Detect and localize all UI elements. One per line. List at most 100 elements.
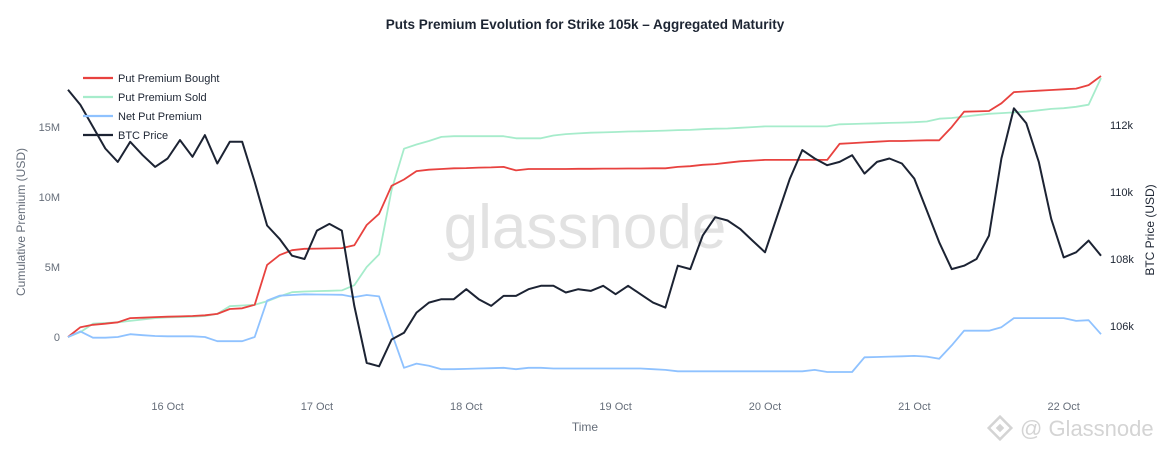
data-point <box>291 255 293 257</box>
data-point <box>129 333 131 335</box>
data-point <box>92 126 94 128</box>
data-point <box>1038 161 1040 163</box>
series-btc-price <box>67 89 1102 368</box>
data-point <box>677 166 679 168</box>
binance-logo-icon <box>986 414 1014 442</box>
legend-label: Put Premium Bought <box>118 73 220 85</box>
data-point <box>279 238 281 240</box>
chart-title: Puts Premium Evolution for Strike 105k –… <box>386 17 785 32</box>
data-point <box>689 129 691 131</box>
data-point <box>490 305 492 307</box>
left-tick-label: 10M <box>39 192 60 204</box>
legend-label: BTC Price <box>118 130 168 142</box>
data-point <box>1050 89 1052 91</box>
data-point <box>229 305 231 307</box>
x-axis-title: Time <box>572 420 599 434</box>
data-point <box>938 140 940 142</box>
data-point <box>727 162 729 164</box>
data-point <box>80 104 82 106</box>
data-point <box>490 135 492 137</box>
data-point <box>167 336 169 338</box>
data-point <box>739 371 741 373</box>
data-point <box>814 369 816 371</box>
legend-item-btc-price[interactable]: BTC Price <box>83 130 168 142</box>
data-point <box>105 148 107 150</box>
data-point <box>1088 84 1090 86</box>
data-point <box>553 168 555 170</box>
data-point <box>453 168 455 170</box>
data-point <box>316 230 318 232</box>
legend-item-net-put-premium[interactable]: Net Put Premium <box>83 111 202 123</box>
data-point <box>241 141 243 143</box>
data-point <box>764 159 766 161</box>
data-point <box>889 140 891 142</box>
data-point <box>988 235 990 237</box>
data-point <box>1013 91 1015 93</box>
data-point <box>254 181 256 183</box>
data-point <box>553 285 555 287</box>
data-point <box>590 368 592 370</box>
data-point <box>353 305 355 307</box>
data-point <box>316 290 318 292</box>
legend-item-put-premium-bought[interactable]: Put Premium Bought <box>83 73 220 85</box>
data-point <box>117 161 119 163</box>
data-point <box>515 137 517 139</box>
data-point <box>826 164 828 166</box>
data-point <box>652 168 654 170</box>
data-point <box>602 368 604 370</box>
data-point <box>129 320 131 322</box>
data-point <box>926 210 928 212</box>
watermark: glassnode <box>444 193 727 262</box>
data-point <box>677 129 679 131</box>
data-point <box>577 168 579 170</box>
data-point <box>802 126 804 128</box>
x-tick-label: 21 Oct <box>898 401 930 413</box>
data-point <box>951 117 953 119</box>
data-point <box>142 334 144 336</box>
data-point <box>1013 107 1015 109</box>
data-point <box>602 168 604 170</box>
data-point <box>1100 333 1102 335</box>
left-tick-label: 15M <box>39 122 60 134</box>
data-point <box>453 298 455 300</box>
data-point <box>329 248 331 250</box>
x-tick-label: 20 Oct <box>749 401 781 413</box>
series-line-net-put-premium <box>67 293 1102 373</box>
data-point <box>1026 317 1028 319</box>
data-point <box>378 213 380 215</box>
legend-item-put-premium-sold[interactable]: Put Premium Sold <box>83 92 207 104</box>
data-point <box>453 135 455 137</box>
data-point <box>341 230 343 232</box>
corner-watermark: @ Glassnode <box>986 414 1154 442</box>
data-point <box>627 131 629 133</box>
data-point <box>1050 218 1052 220</box>
data-point <box>1001 102 1003 104</box>
series-layer <box>67 75 1102 373</box>
data-point <box>217 163 219 165</box>
data-point <box>652 130 654 132</box>
data-point <box>142 154 144 156</box>
data-point <box>627 368 629 370</box>
left-tick-label: 5M <box>45 262 60 274</box>
data-point <box>1026 111 1028 113</box>
data-point <box>478 135 480 137</box>
data-point <box>254 304 256 306</box>
data-point <box>677 265 679 267</box>
data-point <box>1063 257 1065 259</box>
data-point <box>403 148 405 150</box>
series-line-btc-price <box>67 89 1102 368</box>
data-point <box>876 161 878 163</box>
data-point <box>329 294 331 296</box>
data-point <box>391 185 393 187</box>
data-point <box>826 371 828 373</box>
data-point <box>304 248 306 250</box>
data-point <box>789 159 791 161</box>
data-point <box>577 368 579 370</box>
data-point <box>764 371 766 373</box>
data-point <box>565 133 567 135</box>
data-point <box>938 241 940 243</box>
data-point <box>864 123 866 125</box>
data-point <box>789 178 791 180</box>
data-point <box>1075 88 1077 90</box>
data-point <box>366 224 368 226</box>
